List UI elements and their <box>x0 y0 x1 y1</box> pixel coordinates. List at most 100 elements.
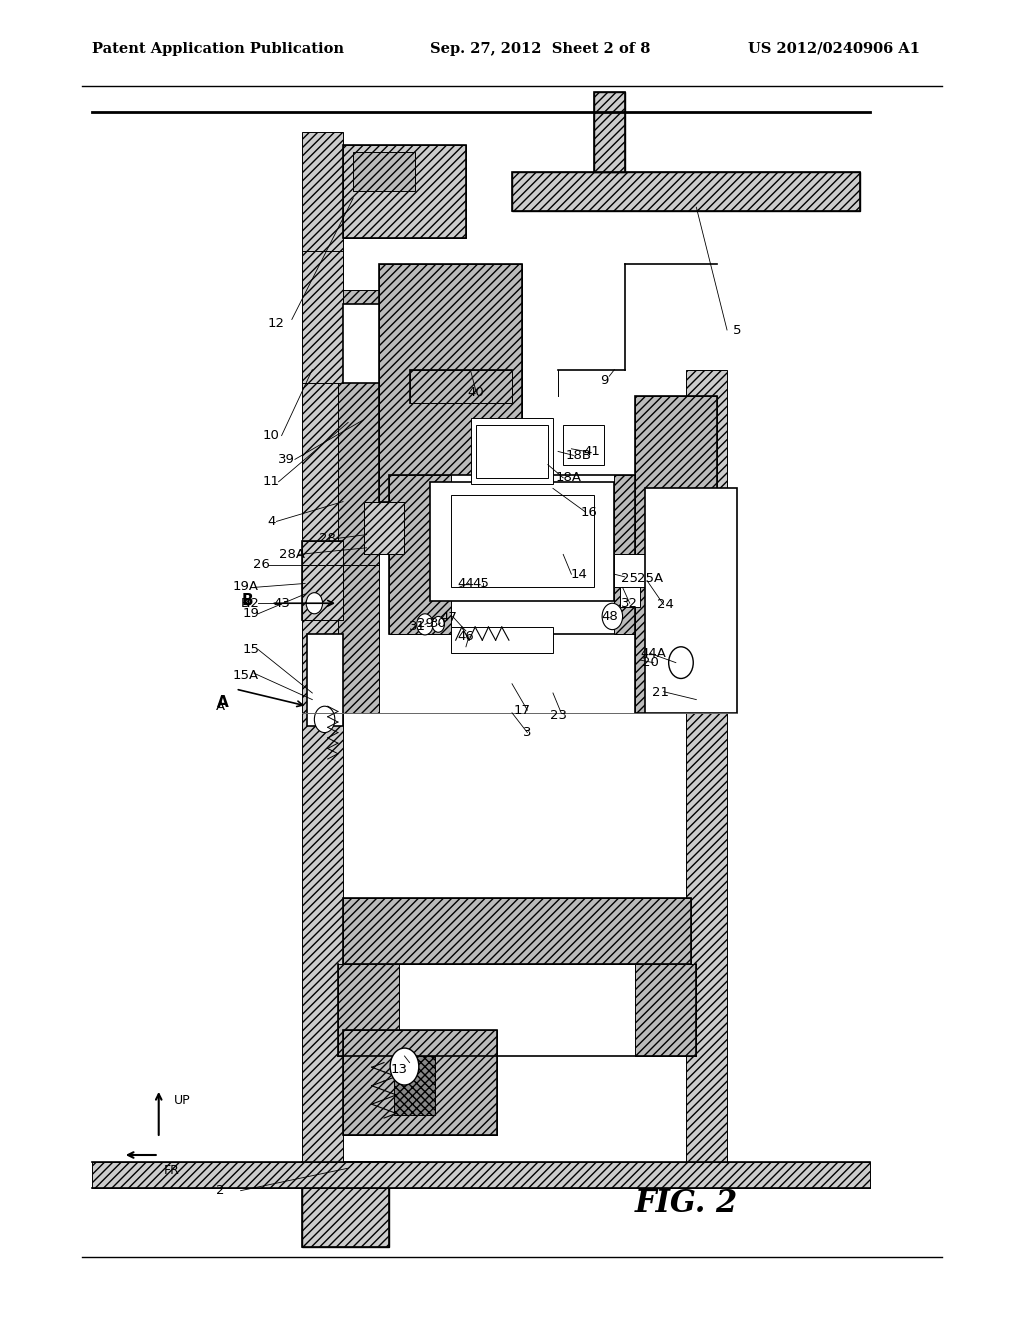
Text: A: A <box>217 694 229 710</box>
Bar <box>635 396 717 713</box>
Bar <box>686 370 727 1162</box>
Text: FR: FR <box>164 1164 180 1177</box>
Text: 28: 28 <box>319 532 336 545</box>
Circle shape <box>602 603 623 630</box>
Text: 19: 19 <box>243 607 259 620</box>
Text: FIG. 2: FIG. 2 <box>635 1188 737 1220</box>
Bar <box>635 964 696 1056</box>
Bar <box>343 145 466 238</box>
Text: 18A: 18A <box>555 471 582 484</box>
Bar <box>302 251 343 383</box>
Circle shape <box>390 1048 419 1085</box>
Text: 5: 5 <box>733 323 741 337</box>
Bar <box>343 898 691 964</box>
Text: 39: 39 <box>279 453 295 466</box>
Text: 29: 29 <box>417 616 433 630</box>
Bar <box>451 627 553 653</box>
Circle shape <box>432 616 444 632</box>
Bar <box>594 92 625 172</box>
Bar <box>379 264 522 502</box>
Bar <box>471 418 553 484</box>
Text: B: B <box>242 593 254 609</box>
Bar <box>338 964 399 1056</box>
Text: 24: 24 <box>657 598 674 611</box>
Bar <box>594 92 625 172</box>
Bar <box>620 554 640 607</box>
Bar <box>364 502 404 554</box>
Bar <box>389 475 655 634</box>
Text: Sep. 27, 2012  Sheet 2 of 8: Sep. 27, 2012 Sheet 2 of 8 <box>430 42 650 55</box>
Bar <box>302 541 343 620</box>
Text: 10: 10 <box>263 429 280 442</box>
Text: 18B: 18B <box>565 449 592 462</box>
Text: 26: 26 <box>253 558 269 572</box>
Bar <box>379 264 522 502</box>
Text: 46: 46 <box>458 630 474 643</box>
Bar <box>410 370 512 403</box>
Bar <box>302 132 343 1162</box>
Text: 3: 3 <box>523 726 531 739</box>
Text: 12: 12 <box>268 317 285 330</box>
Bar <box>302 1162 389 1247</box>
Text: 32: 32 <box>622 597 638 610</box>
Bar <box>343 1030 497 1135</box>
Bar <box>410 370 512 403</box>
Text: 16: 16 <box>581 506 597 519</box>
Text: 23: 23 <box>550 709 566 722</box>
Bar <box>614 475 655 634</box>
Bar <box>614 554 686 587</box>
Text: UP: UP <box>174 1094 190 1106</box>
Text: 44: 44 <box>458 577 474 590</box>
Text: 15: 15 <box>243 643 259 656</box>
Text: 4: 4 <box>267 515 275 528</box>
Text: 25A: 25A <box>637 572 664 585</box>
Text: 31: 31 <box>410 620 426 634</box>
Bar <box>389 475 451 634</box>
Bar <box>343 898 691 964</box>
Text: 48: 48 <box>601 610 617 623</box>
Text: 9: 9 <box>600 374 608 387</box>
Bar <box>364 502 404 554</box>
Text: 40: 40 <box>468 385 484 399</box>
Text: A: A <box>216 700 224 713</box>
Text: 2: 2 <box>216 1184 224 1197</box>
Text: 17: 17 <box>514 704 530 717</box>
Text: 43: 43 <box>273 597 290 610</box>
Bar <box>353 152 415 191</box>
Text: 45: 45 <box>473 577 489 590</box>
Bar <box>302 541 343 620</box>
Bar <box>343 145 466 238</box>
Text: 42: 42 <box>243 597 259 610</box>
Text: 13: 13 <box>391 1063 408 1076</box>
Bar <box>343 1030 497 1135</box>
Bar <box>563 425 604 465</box>
Text: 25: 25 <box>622 572 638 585</box>
Bar <box>343 304 379 383</box>
Text: 30: 30 <box>430 616 446 630</box>
Bar <box>307 634 343 726</box>
Text: 47: 47 <box>440 611 457 624</box>
Text: 19A: 19A <box>232 579 259 593</box>
Text: 15A: 15A <box>232 669 259 682</box>
Bar <box>451 495 594 587</box>
Bar <box>338 290 379 713</box>
Bar <box>92 1162 870 1188</box>
Bar <box>476 425 548 478</box>
Text: 44A: 44A <box>640 647 667 660</box>
Text: 14: 14 <box>570 568 587 581</box>
Text: 41: 41 <box>584 445 600 458</box>
Text: 21: 21 <box>652 686 669 700</box>
Bar <box>302 1162 389 1247</box>
Bar <box>512 172 860 211</box>
Bar <box>430 482 614 601</box>
Bar <box>512 172 860 211</box>
Text: B: B <box>242 597 250 610</box>
Bar <box>394 1056 435 1115</box>
Text: 11: 11 <box>263 475 280 488</box>
Text: 20: 20 <box>642 656 658 669</box>
Text: US 2012/0240906 A1: US 2012/0240906 A1 <box>748 42 920 55</box>
Circle shape <box>306 593 323 614</box>
Circle shape <box>314 706 335 733</box>
Bar <box>635 396 717 713</box>
Circle shape <box>417 614 433 635</box>
